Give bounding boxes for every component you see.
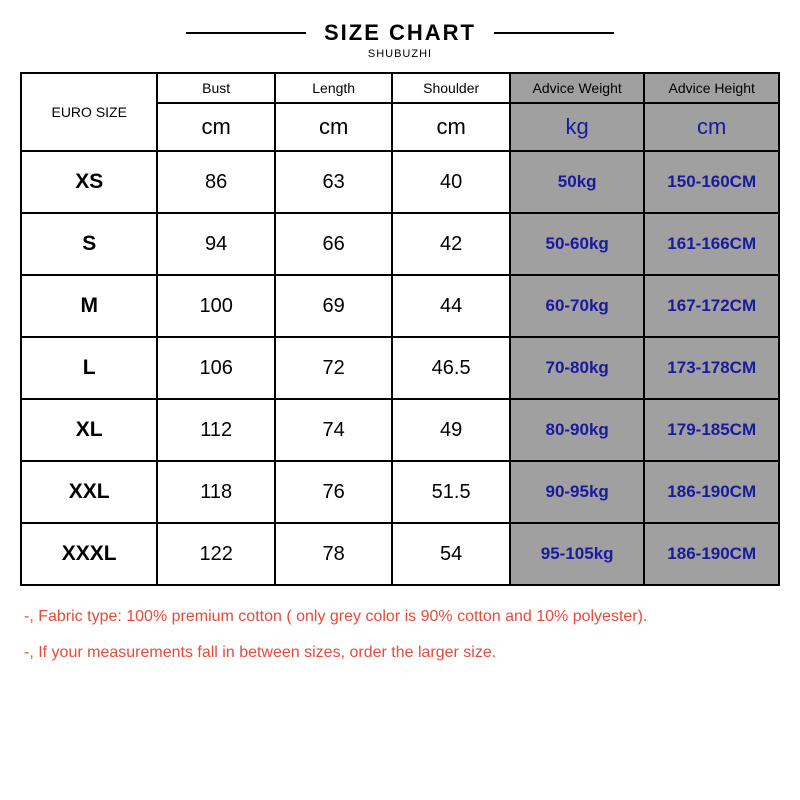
weight-cell: 70-80kg (510, 337, 645, 399)
weight-cell: 60-70kg (510, 275, 645, 337)
size-chart-table: EURO SIZE Bust Length Shoulder Advice We… (20, 72, 780, 586)
size-label-header: EURO SIZE (21, 73, 157, 151)
shoulder-cell: 46.5 (392, 337, 509, 399)
weight-cell: 50kg (510, 151, 645, 213)
unit-bust: cm (157, 103, 274, 151)
bust-cell: 106 (157, 337, 274, 399)
bust-cell: 122 (157, 523, 274, 585)
shoulder-cell: 49 (392, 399, 509, 461)
weight-cell: 90-95kg (510, 461, 645, 523)
col-header-length: Length (275, 73, 392, 103)
title-line-left (186, 32, 306, 34)
size-cell: M (21, 275, 157, 337)
title-row: SIZE CHART (20, 20, 780, 46)
shoulder-cell: 40 (392, 151, 509, 213)
title-line-right (494, 32, 614, 34)
height-cell: 173-178CM (644, 337, 779, 399)
length-cell: 63 (275, 151, 392, 213)
col-header-weight: Advice Weight (510, 73, 645, 103)
shoulder-cell: 42 (392, 213, 509, 275)
size-cell: XS (21, 151, 157, 213)
size-cell: XXL (21, 461, 157, 523)
shoulder-cell: 44 (392, 275, 509, 337)
unit-shoulder: cm (392, 103, 509, 151)
size-cell: XL (21, 399, 157, 461)
unit-length: cm (275, 103, 392, 151)
subtitle: SHUBUZHI (20, 48, 780, 60)
bust-cell: 118 (157, 461, 274, 523)
length-cell: 76 (275, 461, 392, 523)
length-cell: 72 (275, 337, 392, 399)
table-row: XS86634050kg150-160CM (21, 151, 779, 213)
height-cell: 186-190CM (644, 523, 779, 585)
weight-cell: 80-90kg (510, 399, 645, 461)
table-row: S94664250-60kg161-166CM (21, 213, 779, 275)
length-cell: 74 (275, 399, 392, 461)
bust-cell: 86 (157, 151, 274, 213)
table-row: XL112744980-90kg179-185CM (21, 399, 779, 461)
bust-cell: 100 (157, 275, 274, 337)
note-line: -, If your measurements fall in between … (24, 640, 776, 666)
col-header-shoulder: Shoulder (392, 73, 509, 103)
table-row: L1067246.570-80kg173-178CM (21, 337, 779, 399)
height-cell: 167-172CM (644, 275, 779, 337)
size-cell: L (21, 337, 157, 399)
length-cell: 66 (275, 213, 392, 275)
weight-cell: 95-105kg (510, 523, 645, 585)
col-header-bust: Bust (157, 73, 274, 103)
height-cell: 161-166CM (644, 213, 779, 275)
unit-weight: kg (510, 103, 645, 151)
weight-cell: 50-60kg (510, 213, 645, 275)
shoulder-cell: 51.5 (392, 461, 509, 523)
notes-section: -, Fabric type: 100% premium cotton ( on… (20, 604, 780, 665)
table-header-row-1: EURO SIZE Bust Length Shoulder Advice We… (21, 73, 779, 103)
height-cell: 150-160CM (644, 151, 779, 213)
size-cell: S (21, 213, 157, 275)
unit-height: cm (644, 103, 779, 151)
shoulder-cell: 54 (392, 523, 509, 585)
bust-cell: 94 (157, 213, 274, 275)
size-cell: XXXL (21, 523, 157, 585)
bust-cell: 112 (157, 399, 274, 461)
length-cell: 69 (275, 275, 392, 337)
col-header-height: Advice Height (644, 73, 779, 103)
table-row: XXL1187651.590-95kg186-190CM (21, 461, 779, 523)
height-cell: 179-185CM (644, 399, 779, 461)
page-title: SIZE CHART (324, 20, 476, 46)
table-row: M100694460-70kg167-172CM (21, 275, 779, 337)
note-line: -, Fabric type: 100% premium cotton ( on… (24, 604, 776, 630)
height-cell: 186-190CM (644, 461, 779, 523)
length-cell: 78 (275, 523, 392, 585)
table-row: XXXL122785495-105kg186-190CM (21, 523, 779, 585)
